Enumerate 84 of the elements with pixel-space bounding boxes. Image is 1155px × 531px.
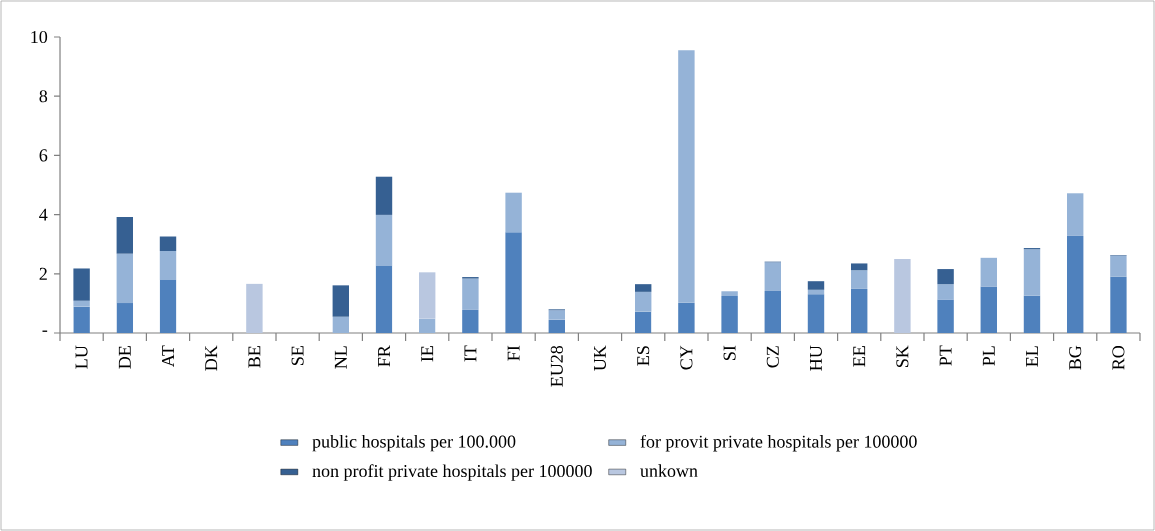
x-tick-label: IE	[421, 346, 434, 362]
x-tick-label: FR	[378, 345, 390, 367]
bar	[116, 253, 134, 304]
bar	[721, 296, 738, 333]
bar	[1023, 249, 1041, 296]
bar	[418, 318, 436, 333]
bar	[634, 284, 652, 292]
y-tick-label: 6	[39, 149, 48, 162]
bar	[418, 272, 436, 319]
legend-label: non profit private hospitals per 100000	[312, 464, 592, 481]
y-tick-label: 2	[39, 267, 47, 280]
x-tick-label: ES	[637, 346, 650, 366]
bar	[807, 281, 825, 290]
bar	[764, 290, 781, 333]
bar	[332, 285, 350, 317]
x-tick-label: SI	[723, 345, 736, 360]
bar	[1110, 276, 1127, 333]
x-tick-label: SE	[291, 346, 304, 365]
bar	[937, 299, 954, 333]
x-tick-label: EL	[1026, 346, 1038, 367]
x-tick-label: EU28	[550, 345, 563, 387]
bar	[375, 266, 393, 333]
bar	[375, 176, 393, 215]
x-tick-label: CY	[680, 345, 693, 370]
bar	[462, 309, 479, 333]
bar	[505, 192, 522, 233]
x-tick-label: BE	[248, 346, 261, 368]
bar	[548, 310, 566, 320]
bar	[937, 269, 954, 285]
bar	[850, 288, 868, 333]
x-tick-label: SK	[896, 345, 909, 367]
x-tick-label: LU	[75, 345, 88, 369]
bar	[937, 284, 954, 300]
x-tick-label: NL	[334, 346, 347, 369]
bar	[850, 270, 868, 289]
bar	[159, 280, 177, 333]
y-tick-label: -	[42, 330, 48, 332]
x-tick-label: PL	[982, 346, 995, 366]
legend-label: unkown	[640, 464, 698, 478]
bar	[764, 262, 781, 291]
bar	[894, 259, 911, 333]
bar	[980, 257, 997, 287]
bar	[159, 251, 177, 281]
bar	[678, 302, 695, 333]
bar	[1066, 235, 1084, 333]
x-tick-label: BG	[1069, 345, 1082, 370]
bar	[850, 263, 868, 271]
bar	[548, 319, 566, 333]
bar	[73, 268, 90, 301]
bar	[246, 283, 263, 333]
y-tick-label: 10	[31, 30, 48, 44]
bar	[116, 303, 134, 333]
bar	[73, 300, 90, 307]
x-tick-label: FI	[507, 345, 520, 361]
bar	[678, 50, 695, 303]
bar	[375, 214, 393, 267]
x-tick-label: AT	[162, 345, 174, 368]
bar	[721, 291, 738, 296]
legend-label: for provit private hospitals per 100000	[640, 434, 917, 452]
x-tick-label: RO	[1112, 345, 1125, 370]
x-tick-label: EE	[853, 346, 866, 367]
x-tick-label: UK	[594, 345, 606, 371]
x-tick-label: DE	[118, 346, 131, 369]
bar	[1023, 295, 1041, 333]
x-tick-label: DK	[205, 345, 218, 371]
x-tick-label: IT	[464, 345, 477, 362]
bar	[1110, 255, 1127, 277]
bar	[505, 232, 522, 333]
x-tick-label: CZ	[766, 346, 779, 368]
y-tick-label: 4	[39, 208, 48, 221]
x-tick-label: PT	[939, 345, 952, 366]
bar	[980, 286, 997, 333]
bar	[807, 294, 825, 333]
bar	[1066, 193, 1084, 236]
bar	[462, 278, 479, 310]
bar	[332, 316, 350, 333]
bar	[634, 291, 652, 312]
y-tick-label: 8	[39, 90, 48, 103]
x-tick-label: HU	[810, 345, 822, 371]
bar	[159, 236, 177, 252]
bar	[634, 311, 652, 333]
legend-label: public hospitals per 100.000	[312, 434, 516, 452]
bar	[116, 216, 134, 254]
bar	[73, 306, 90, 333]
